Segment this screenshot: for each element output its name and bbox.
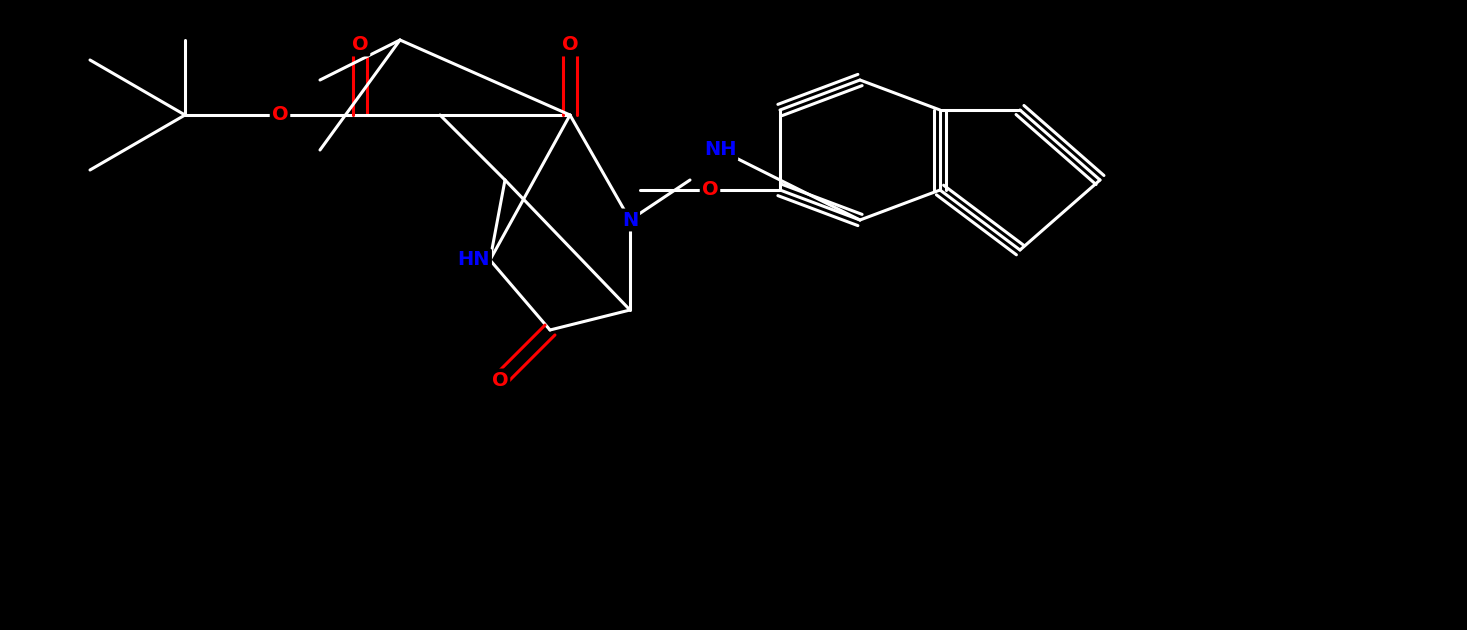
Text: NH: NH [704, 140, 736, 159]
Text: O: O [701, 181, 719, 200]
Text: HN: HN [458, 251, 490, 270]
Text: N: N [622, 210, 638, 229]
Text: O: O [562, 35, 578, 55]
Text: O: O [491, 370, 508, 389]
Text: O: O [271, 105, 289, 125]
Text: O: O [352, 35, 368, 55]
